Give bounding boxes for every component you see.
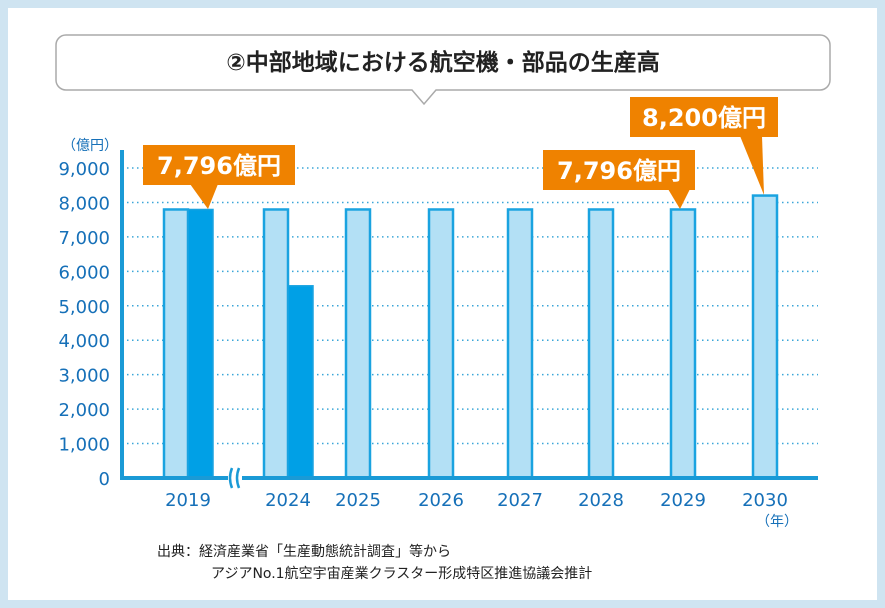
title-box: ②中部地域における航空機・部品の生産高: [55, 34, 831, 106]
x-tick-label: 2027: [497, 490, 543, 511]
y-axis-unit: （億円）: [62, 138, 118, 154]
bar-2030-light: [751, 194, 779, 480]
callout-label: 7,796億円: [557, 157, 681, 185]
source-note: 出典：経済産業省「生産動態統計調査」等から アジアNo.1航空宇宙産業クラスター…: [157, 541, 592, 585]
bar-2027-light: [506, 208, 534, 480]
bar-2026-light: [427, 208, 455, 480]
y-tick-label: 7,000: [58, 228, 110, 249]
source-line-1: 出典：経済産業省「生産動態統計調査」等から: [157, 544, 451, 560]
callout-pointer: [190, 184, 218, 209]
callout-box: [143, 145, 295, 185]
callout-2030: 8,200億円: [630, 97, 778, 195]
callout-pointer: [740, 136, 764, 195]
bar-2019-dark: [187, 208, 214, 479]
y-tick-label: 1,000: [58, 435, 110, 456]
axis-break-icon: [228, 467, 241, 489]
y-tick-label: 0: [99, 469, 110, 490]
bar-2019-light: [162, 208, 190, 480]
bar-2028-light: [587, 208, 615, 480]
y-tick-label: 2,000: [58, 400, 110, 421]
x-tick-label: 2024: [265, 490, 311, 511]
x-tick-label: 2019: [165, 490, 211, 511]
callout-pointer: [668, 189, 690, 209]
y-tick-label: 8,000: [58, 193, 110, 214]
x-tick-label: 2029: [660, 490, 706, 511]
callout-2019: 7,796億円: [143, 145, 295, 209]
x-tick-label: 2025: [335, 490, 381, 511]
x-tick-label: 2030: [742, 490, 788, 511]
y-tick-label: 6,000: [58, 262, 110, 283]
callout-label: 8,200億円: [642, 104, 766, 132]
x-tick-label: 2028: [578, 490, 624, 511]
y-tick-label: 3,000: [58, 366, 110, 387]
bar-2029-light: [669, 208, 697, 480]
y-tick-label: 9,000: [58, 159, 110, 180]
callout-box: [630, 97, 778, 137]
callout-label: 7,796億円: [157, 152, 281, 180]
x-tick-label: 2026: [418, 490, 464, 511]
y-tick-label: 4,000: [58, 331, 110, 352]
source-line-2: アジアNo.1航空宇宙産業クラスター形成特区推進協議会推計: [211, 566, 593, 582]
callout-box: [543, 150, 695, 190]
bar-2025-light: [344, 208, 372, 480]
bar-2024-light: [262, 208, 290, 480]
x-axis-unit: （年）: [756, 514, 798, 530]
y-tick-label: 5,000: [58, 297, 110, 318]
bar-2024-dark: [287, 285, 314, 479]
chart-title: ②中部地域における航空機・部品の生産高: [226, 49, 659, 76]
callout-2029: 7,796億円: [543, 150, 695, 209]
